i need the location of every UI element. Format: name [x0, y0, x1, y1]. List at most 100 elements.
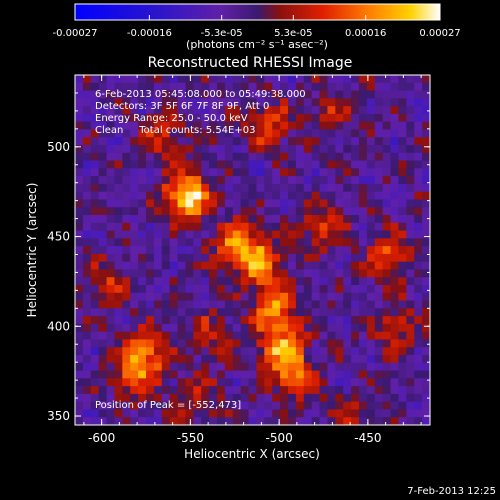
heatmap-cell [351, 253, 360, 263]
heatmap-cell [248, 285, 257, 294]
heatmap-cell [256, 347, 265, 356]
heatmap-cell [311, 308, 320, 317]
heatmap-cell [406, 160, 415, 169]
heatmap-cell [398, 90, 407, 99]
heatmap-cell [169, 160, 178, 169]
heatmap-cell [256, 339, 265, 348]
heatmap-cell [343, 300, 352, 309]
heatmap-cell [359, 261, 368, 270]
heatmap-cell [390, 308, 399, 317]
heatmap-cell [209, 129, 218, 138]
heatmap-cell [272, 121, 281, 130]
heatmap-cell [82, 75, 92, 84]
heatmap-cell [359, 145, 368, 154]
heatmap-cell [351, 261, 360, 270]
heatmap-cell [177, 269, 186, 278]
heatmap-cell [177, 339, 186, 348]
heatmap-cell [201, 98, 210, 107]
heatmap-cell [106, 300, 115, 309]
heatmap-cell [217, 230, 226, 239]
heatmap-cell [382, 316, 391, 325]
heatmap-cell [327, 176, 336, 185]
heatmap-cell [98, 409, 107, 418]
heatmap-cell [130, 409, 139, 418]
heatmap-cell [343, 90, 352, 99]
heatmap-cell [248, 246, 257, 255]
heatmap-cell [185, 331, 194, 340]
heatmap-cell [138, 355, 147, 364]
heatmap-cell [201, 246, 210, 255]
heatmap-cell [248, 253, 257, 263]
heatmap-cell [335, 409, 344, 418]
heatmap-cell [248, 191, 257, 200]
heatmap-cell [422, 409, 431, 418]
heatmap-cell [82, 386, 92, 395]
heatmap-cell [193, 113, 202, 123]
heatmap-cell [122, 261, 131, 270]
heatmap-cell [272, 145, 281, 154]
heatmap-cell [359, 230, 368, 239]
heatmap-cell [319, 106, 328, 115]
heatmap-cell [256, 277, 265, 286]
heatmap-cell [177, 417, 186, 426]
heatmap-cell [311, 269, 320, 278]
heatmap-cell [106, 323, 115, 333]
heatmap-cell [122, 90, 131, 99]
heatmap-cell [406, 378, 415, 387]
heatmap-cell [422, 98, 431, 107]
heatmap-cell [351, 355, 360, 364]
heatmap-cell [374, 145, 384, 154]
heatmap-cell [122, 238, 131, 247]
heatmap-cell [374, 215, 384, 224]
heatmap-cell [122, 160, 131, 169]
heatmap-cell [280, 253, 289, 263]
heatmap-cell [217, 90, 226, 99]
heatmap-cell [153, 113, 163, 123]
heatmap-cell [240, 106, 249, 115]
heatmap-cell [374, 98, 384, 107]
heatmap-cell [122, 121, 131, 130]
heatmap-cell [224, 82, 234, 91]
heatmap-cell [280, 362, 289, 371]
heatmap-cell [351, 316, 360, 325]
heatmap-cell [256, 253, 265, 263]
heatmap-cell [193, 378, 202, 387]
heatmap-cell [224, 292, 234, 301]
heatmap-cell [232, 183, 242, 193]
heatmap-cell [398, 176, 407, 185]
heatmap-cell [232, 75, 242, 84]
heatmap-cell [232, 253, 242, 263]
heatmap-cell [209, 362, 218, 371]
heatmap-cell [130, 401, 139, 410]
heatmap-cell [390, 246, 399, 255]
heatmap-cell [272, 176, 281, 185]
heatmap-cell [122, 176, 131, 185]
heatmap-cell [98, 238, 107, 247]
heatmap-cell [224, 378, 234, 387]
heatmap-cell [406, 292, 415, 301]
heatmap-cell [75, 90, 84, 99]
heatmap-cell [280, 183, 289, 193]
heatmap-cell [232, 355, 242, 364]
heatmap-cell [295, 215, 305, 224]
heatmap-cell [82, 316, 92, 325]
heatmap-cell [280, 331, 289, 340]
heatmap-cell [114, 160, 123, 169]
heatmap-cell [114, 129, 123, 138]
heatmap-cell [232, 261, 242, 270]
heatmap-cell [232, 292, 242, 301]
heatmap-cell [382, 277, 391, 286]
heatmap-cell [390, 183, 399, 193]
heatmap-cell [153, 386, 163, 395]
heatmap-cell [122, 285, 131, 294]
heatmap-cell [217, 393, 226, 403]
heatmap-cell [193, 331, 202, 340]
heatmap-cell [414, 285, 423, 294]
heatmap-cell [256, 199, 265, 208]
heatmap-cell [374, 393, 384, 403]
heatmap-cell [82, 191, 92, 200]
heatmap-cell [343, 253, 352, 263]
heatmap-cell [185, 323, 194, 333]
heatmap-cell [240, 145, 249, 154]
y-tick-label: 500 [47, 140, 70, 154]
